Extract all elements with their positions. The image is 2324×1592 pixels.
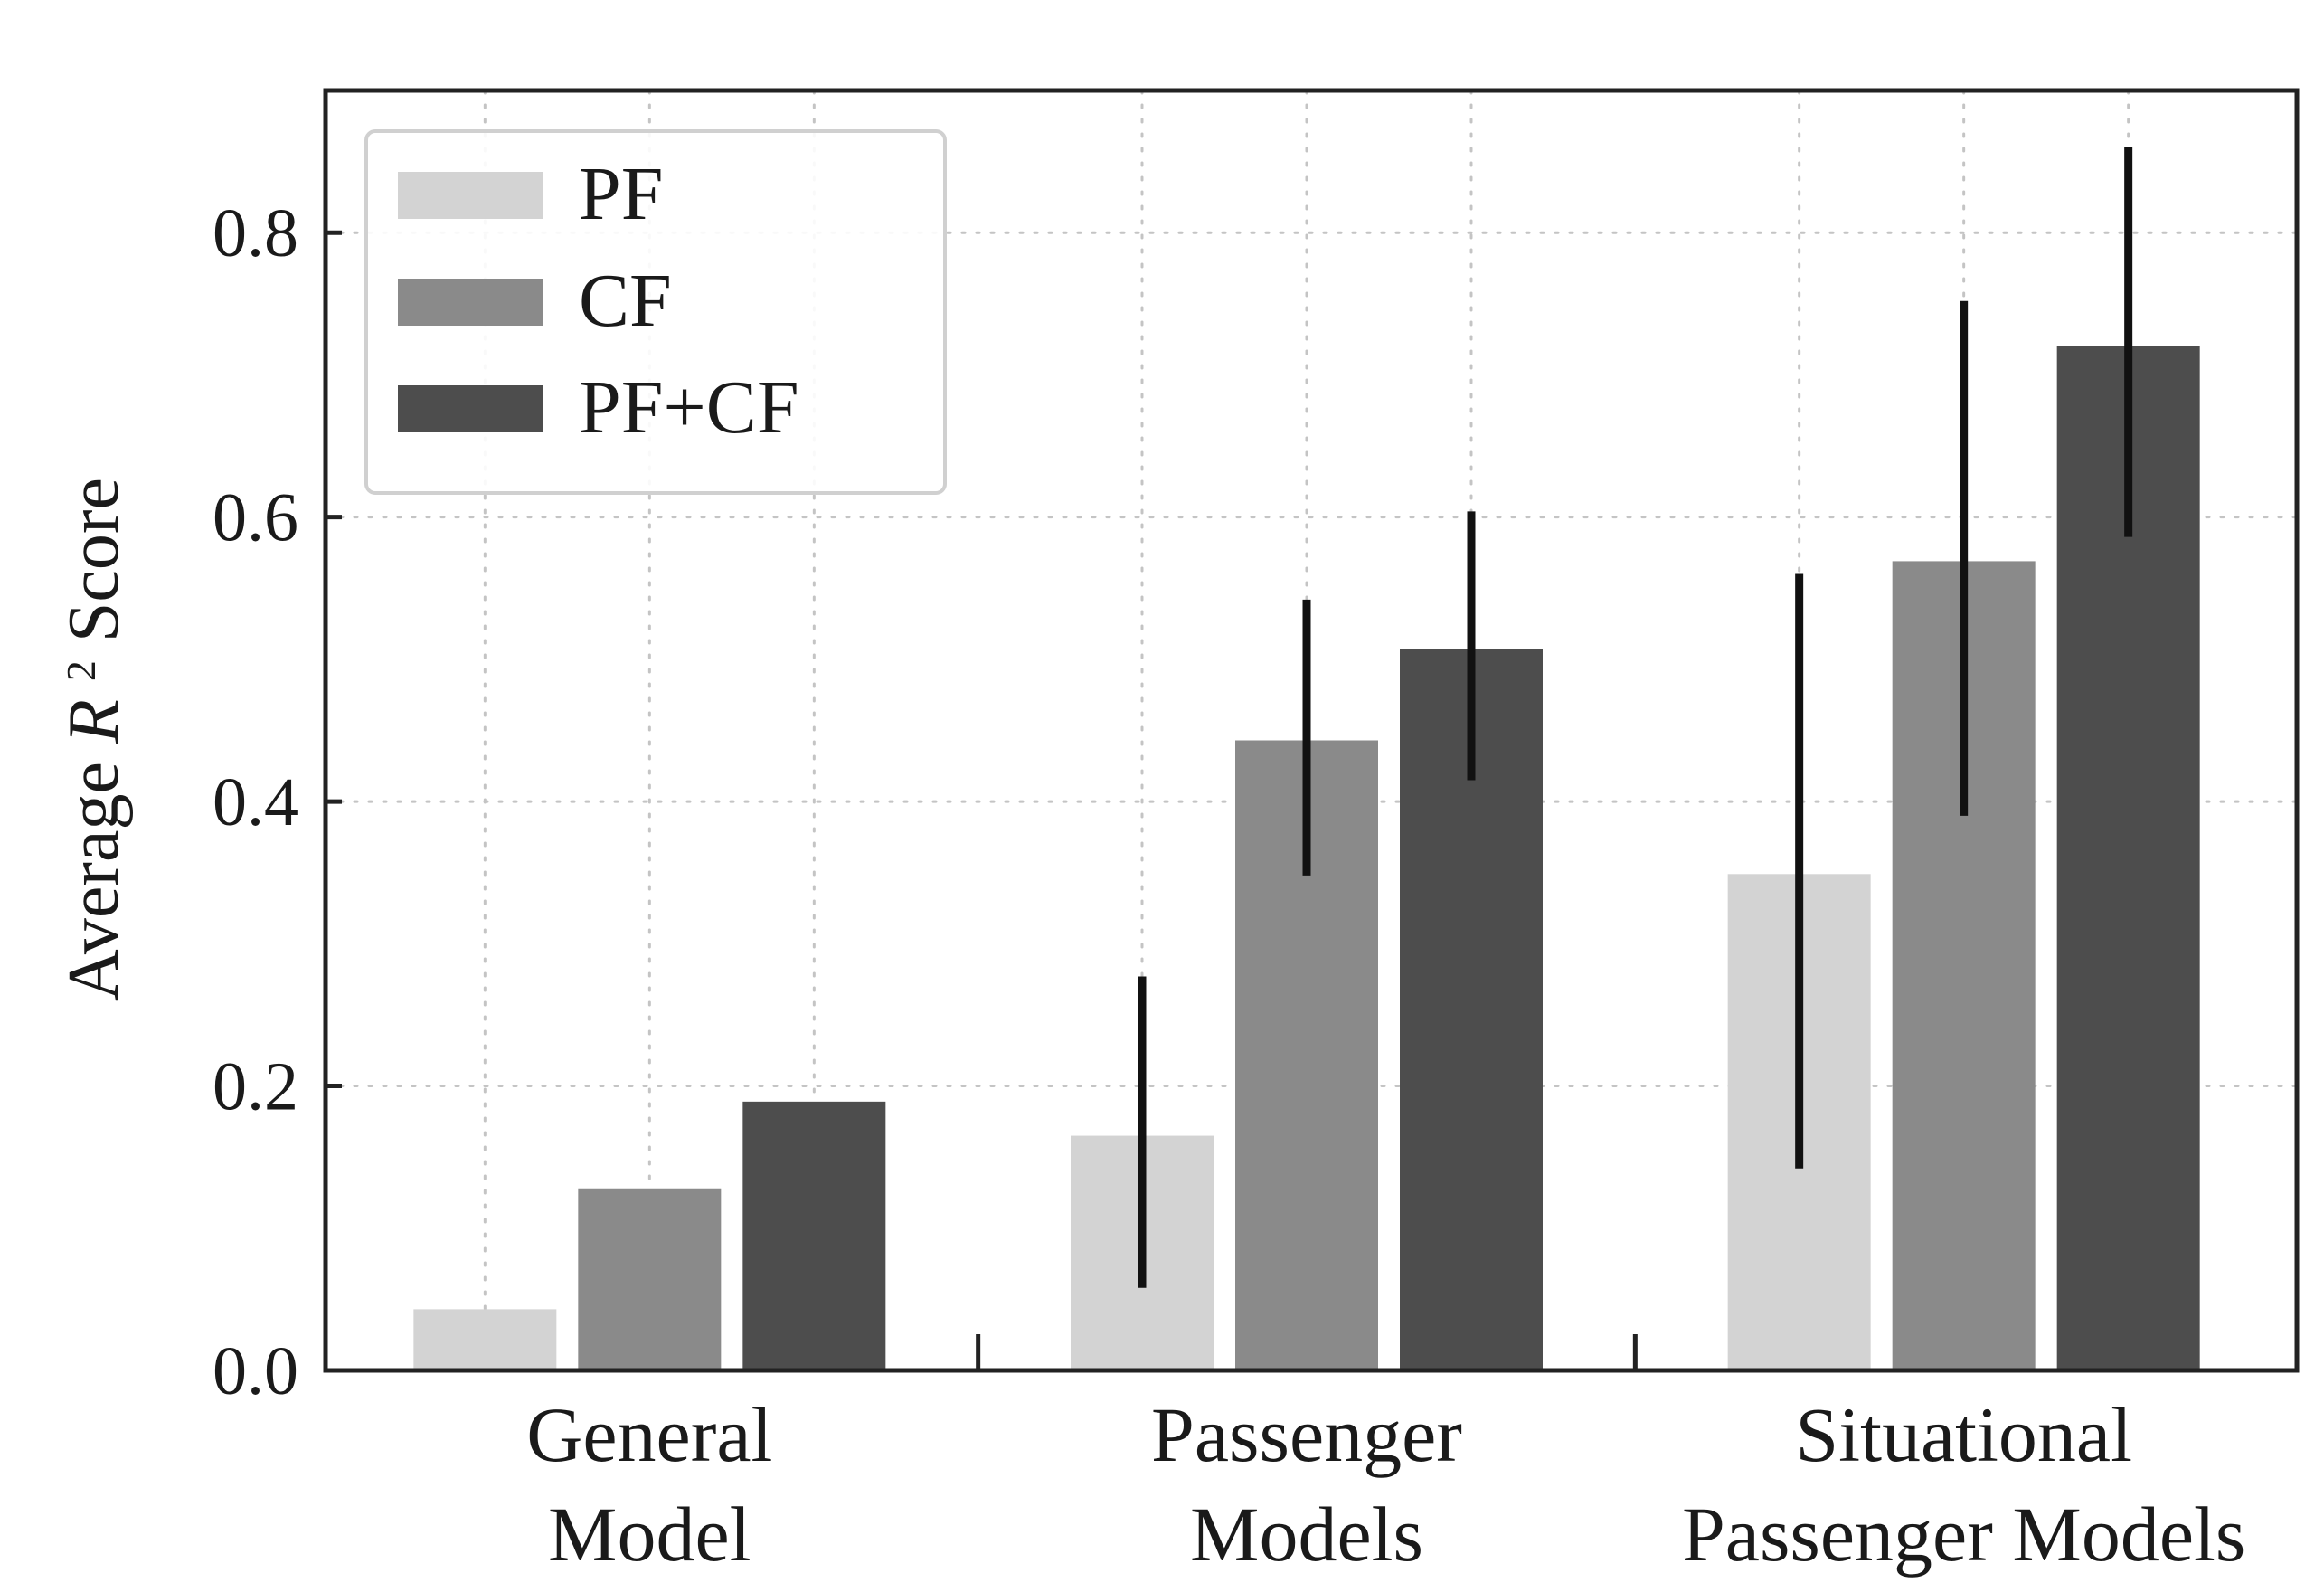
x-category-label-line: Model (548, 1491, 751, 1578)
legend: PF CF PF+CF (364, 129, 947, 495)
x-category-label-line: Passenger (1151, 1391, 1462, 1478)
y-axis-label: Average R 2 Score (54, 478, 134, 1001)
x-category-label-line: Passenger Models (1682, 1491, 2245, 1578)
ticks-layer: 0.0 0.2 0.4 0.6 0.8 General Model Passenger Mode… (213, 195, 2245, 1578)
legend-swatch (398, 385, 543, 432)
legend-label: PF+CF (579, 365, 799, 450)
axes-frame (323, 88, 2300, 1373)
legend-swatch (398, 279, 543, 326)
y-axis-label-variable: R (54, 699, 134, 744)
x-category-label: Passenger Models (1151, 1391, 1462, 1578)
y-axis-label-prefix: Average (54, 744, 134, 1001)
y-axis-label-suffix: Score (54, 478, 134, 642)
y-tick-label: 0.0 (213, 1333, 298, 1409)
y-axis-label-superscript: 2 (58, 660, 104, 681)
bar-pf-1 (413, 1309, 557, 1370)
x-category-label: General Model (526, 1391, 772, 1578)
bar-cf-1 (578, 1188, 722, 1370)
x-category-label-line: General (526, 1391, 772, 1478)
legend-label: CF (579, 259, 672, 343)
error-bars-layer (1138, 147, 2133, 1288)
y-tick-label: 0.8 (213, 195, 298, 271)
x-category-label-line: Situational (1795, 1391, 2132, 1478)
x-category-label: Situational Passenger Models (1682, 1391, 2245, 1578)
legend-label: PF (579, 152, 663, 236)
y-tick-label: 0.6 (213, 480, 298, 556)
legend-swatch (398, 172, 543, 219)
y-tick-label: 0.4 (213, 764, 298, 840)
bar-pf-cf-1 (742, 1101, 886, 1370)
y-tick-label: 0.2 (213, 1049, 298, 1125)
x-category-label-line: Models (1190, 1491, 1423, 1578)
svg-text:Average R 2: Average R 2 Score (54, 478, 134, 1001)
